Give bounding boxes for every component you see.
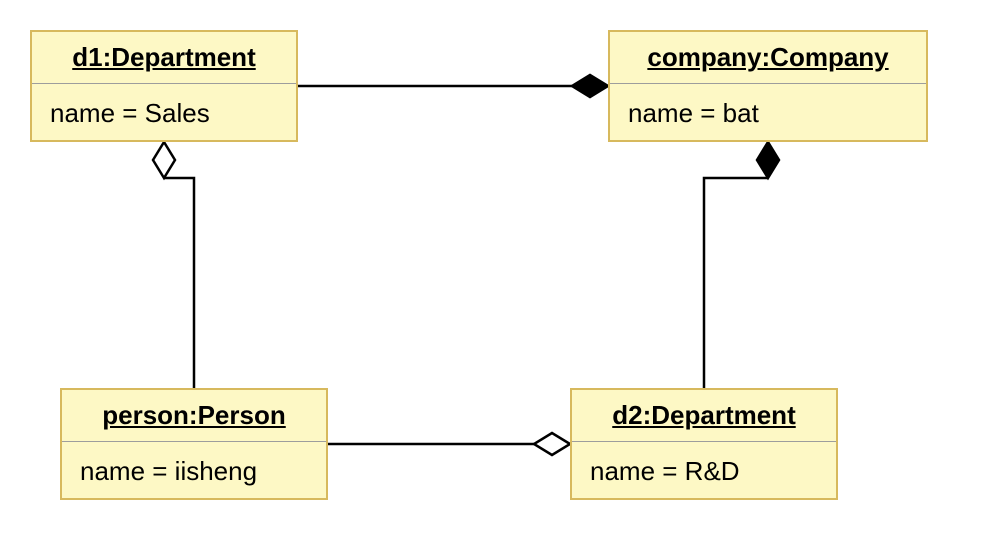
diagram-canvas: d1:Departmentname = Sales company:Company… [0,0,992,552]
object-person-attr: name = iisheng [62,442,326,502]
object-d1: d1:Departmentname = Sales [30,30,298,142]
object-d2-attr: name = R&D [572,442,836,502]
object-company-attr: name = bat [610,84,926,144]
aggregation-diamond-d1 [153,142,175,178]
composition-diamond-company [757,142,779,178]
object-d2: d2:Departmentname = R&D [570,388,838,500]
object-person-title: person:Person [62,390,326,442]
aggregation-diamond-d2 [534,433,570,455]
object-person: person:Personname = iisheng [60,388,328,500]
object-d1-title: d1:Department [32,32,296,84]
object-company-title: company:Company [610,32,926,84]
object-company: company:Companyname = bat [608,30,928,142]
object-d1-attr: name = Sales [32,84,296,144]
edge-person-d1 [164,178,194,388]
edge-d2-company [704,178,768,388]
object-d2-title: d2:Department [572,390,836,442]
composition-diamond-company [572,75,608,97]
